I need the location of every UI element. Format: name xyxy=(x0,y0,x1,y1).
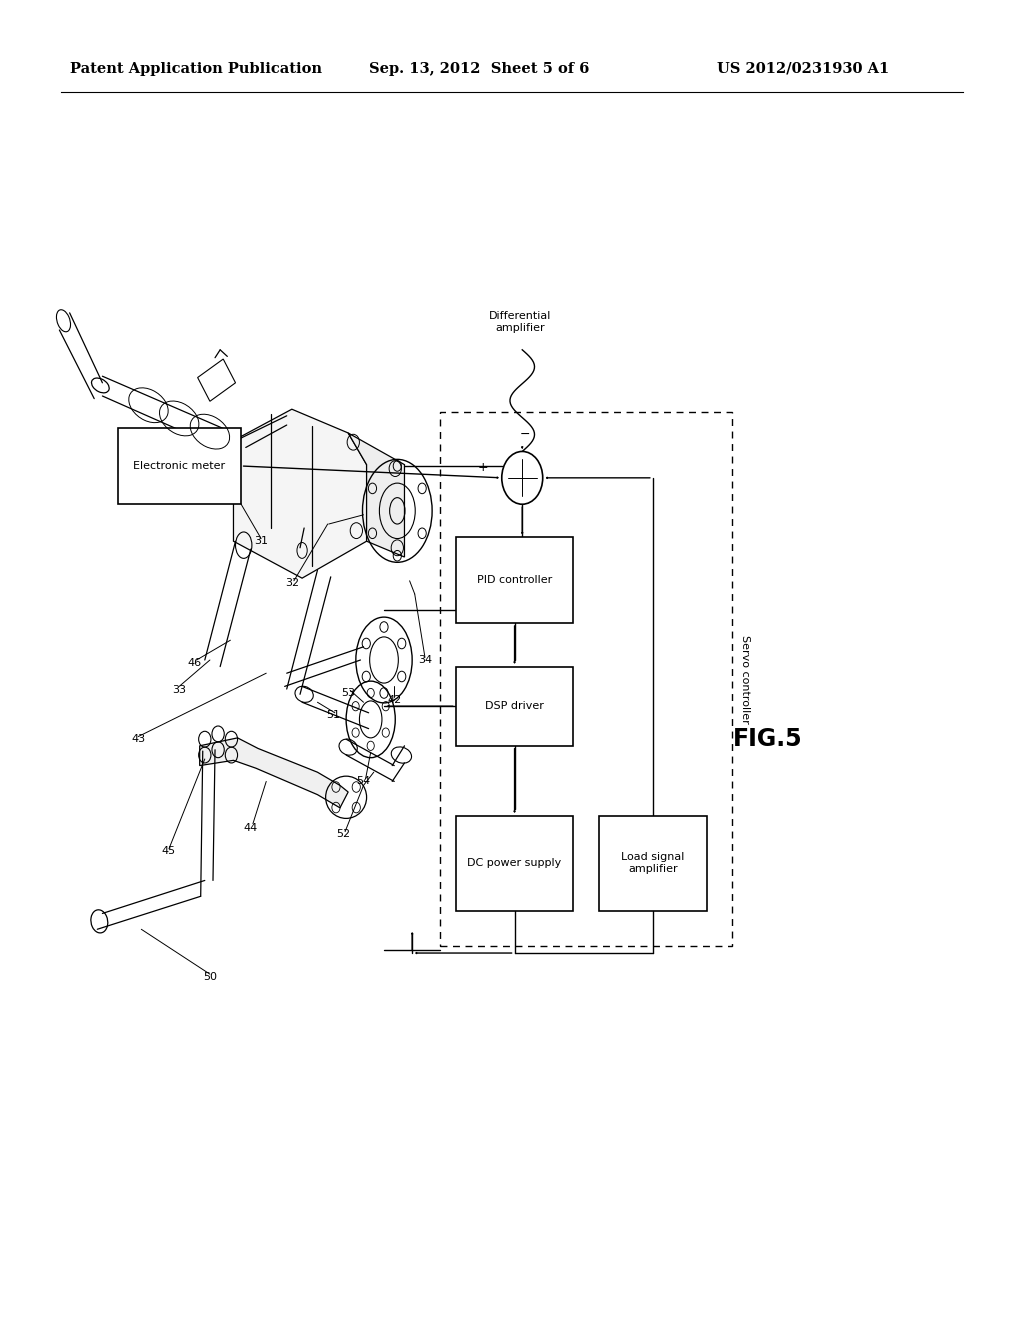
Text: DSP driver: DSP driver xyxy=(485,701,544,711)
Text: 42: 42 xyxy=(387,694,401,705)
Text: 33: 33 xyxy=(172,685,186,696)
Text: Servo controller: Servo controller xyxy=(740,635,751,725)
Text: 31: 31 xyxy=(254,536,268,546)
Text: 51: 51 xyxy=(326,710,340,721)
Polygon shape xyxy=(200,738,348,808)
Text: 46: 46 xyxy=(187,657,202,668)
Bar xyxy=(456,816,573,911)
Text: 32: 32 xyxy=(285,578,299,589)
Text: +: + xyxy=(478,461,488,474)
Bar xyxy=(440,412,732,946)
Text: 45: 45 xyxy=(162,846,176,857)
Text: Sep. 13, 2012  Sheet 5 of 6: Sep. 13, 2012 Sheet 5 of 6 xyxy=(369,62,589,75)
Text: DC power supply: DC power supply xyxy=(467,858,562,869)
Bar xyxy=(599,816,707,911)
Text: 44: 44 xyxy=(244,822,258,833)
Bar xyxy=(456,667,573,746)
Bar xyxy=(118,428,241,504)
Text: 50: 50 xyxy=(203,972,217,982)
Text: FIG.5: FIG.5 xyxy=(733,727,803,751)
Bar xyxy=(456,537,573,623)
Text: Patent Application Publication: Patent Application Publication xyxy=(70,62,322,75)
Polygon shape xyxy=(348,433,404,557)
Text: PID controller: PID controller xyxy=(477,576,552,585)
Text: Electronic meter: Electronic meter xyxy=(133,461,225,471)
Text: 52: 52 xyxy=(336,829,350,840)
Text: Load signal
amplifier: Load signal amplifier xyxy=(622,853,684,874)
Text: US 2012/0231930 A1: US 2012/0231930 A1 xyxy=(717,62,889,75)
Text: Differential
amplifier: Differential amplifier xyxy=(489,312,551,333)
Text: −: − xyxy=(520,428,530,441)
Text: 43: 43 xyxy=(131,734,145,744)
Circle shape xyxy=(502,451,543,504)
Text: 54: 54 xyxy=(356,776,371,787)
Text: 34: 34 xyxy=(418,655,432,665)
Polygon shape xyxy=(230,409,367,578)
Text: 53: 53 xyxy=(341,688,355,698)
